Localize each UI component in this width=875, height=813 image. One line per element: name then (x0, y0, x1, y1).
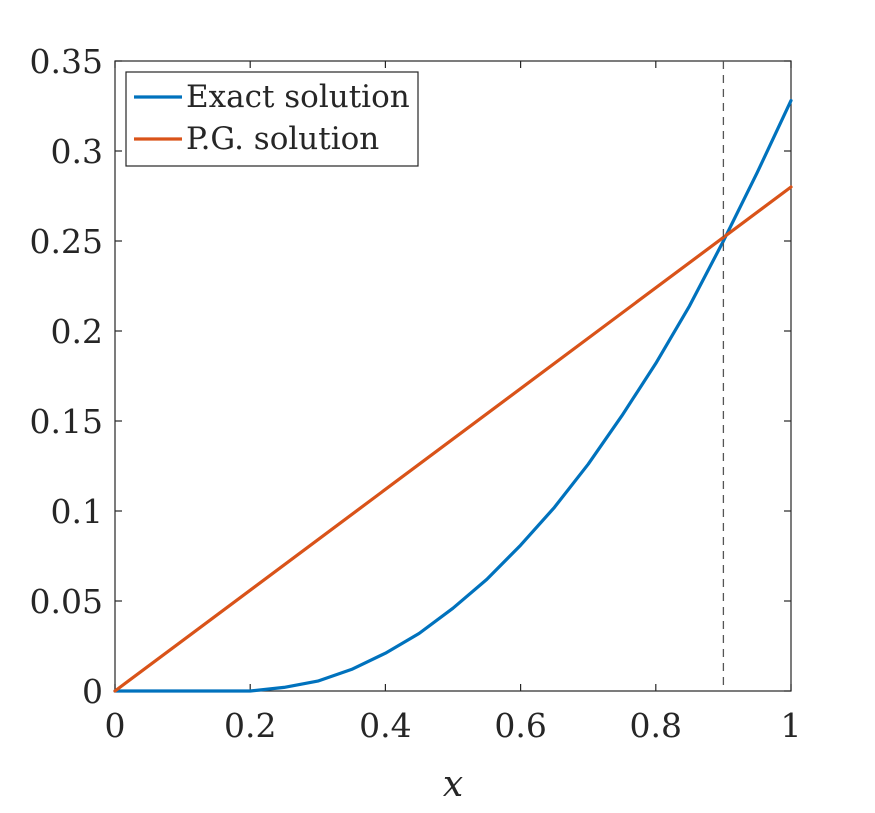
x-tick-label: 0.8 (630, 706, 682, 745)
x-tick-label: 0.4 (359, 706, 411, 745)
axis-ticks: 0 0.2 0.4 0.6 0.8 1 0 0.05 0.1 0.15 0.2 0.25 0.3 0.35 (30, 42, 802, 745)
y-tick-label: 0 (82, 672, 103, 711)
y-tick-label: 0.1 (51, 492, 103, 531)
x-axis-label: x (443, 764, 463, 805)
y-tick-label: 0.35 (30, 42, 103, 81)
y-tick-label: 0.25 (30, 222, 103, 261)
y-tick-label: 0.15 (30, 402, 103, 441)
series-line-1 (113, 185, 793, 693)
x-tick-label: 1 (781, 706, 802, 745)
x-tick-label: 0.2 (224, 706, 276, 745)
series-layer (113, 98, 793, 693)
y-tick-label: 0.3 (51, 132, 103, 171)
series-line-0 (113, 98, 793, 693)
x-tick-label: 0 (105, 706, 126, 745)
plot-box (114, 60, 792, 692)
legend: Exact solution P.G. solution (125, 71, 419, 167)
y-tick-label: 0.2 (51, 312, 103, 351)
legend-label: Exact solution (186, 79, 410, 115)
legend-label: P.G. solution (186, 121, 379, 157)
y-tick-label: 0.05 (30, 582, 103, 621)
x-tick-label: 0.6 (494, 706, 546, 745)
legend-box (125, 71, 419, 167)
plot-frame (114, 60, 792, 692)
